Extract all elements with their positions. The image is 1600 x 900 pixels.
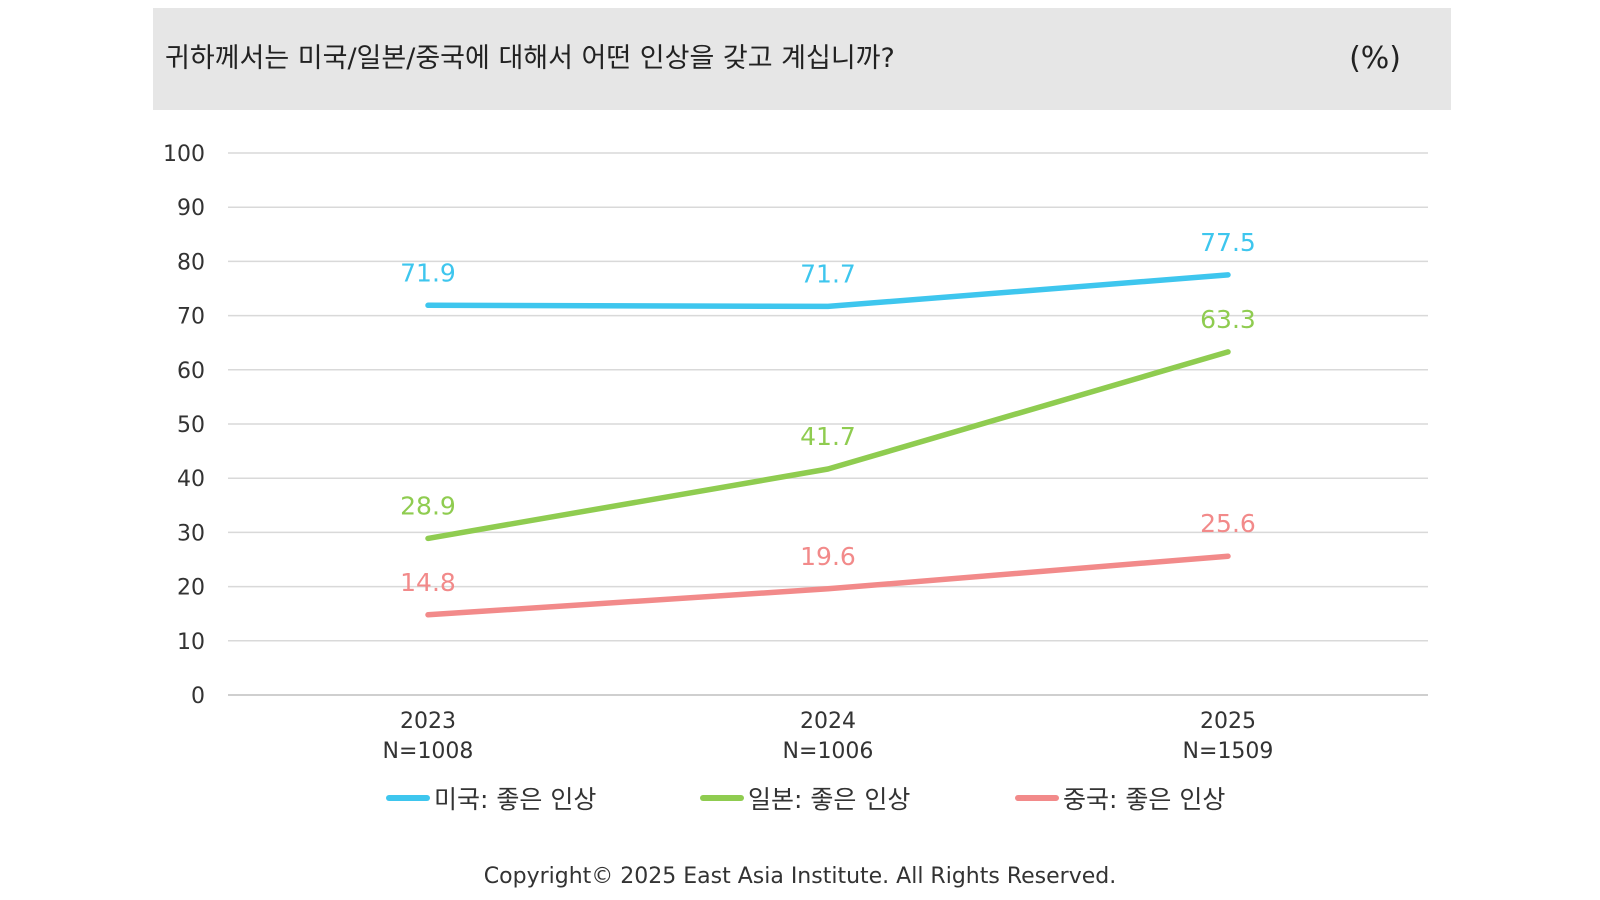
chart-question-title: 귀하께서는 미국/일본/중국에 대해서 어떤 인상을 갖고 계십니까? — [165, 43, 895, 74]
chart-header: 귀하께서는 미국/일본/중국에 대해서 어떤 인상을 갖고 계십니까? (%) — [153, 8, 1451, 110]
data-label-japan-2023: 28.9 — [400, 491, 456, 520]
x-tick-label-2025: 2025 — [1200, 709, 1256, 734]
y-tick-label-60: 60 — [177, 359, 205, 384]
legend-swatch-usa — [386, 795, 430, 801]
series-line-usa — [425, 272, 1231, 310]
y-tick-label-10: 10 — [177, 630, 205, 655]
series-line-china — [425, 553, 1231, 618]
y-tick-label-0: 0 — [191, 684, 205, 709]
data-label-china-2025: 25.6 — [1200, 509, 1256, 538]
y-tick-label-100: 100 — [163, 142, 205, 167]
y-tick-label-90: 90 — [177, 196, 205, 221]
copyright-footer: Copyright© 2025 East Asia Institute. All… — [483, 864, 1117, 889]
x-sample-size-label-2024: N=1006 — [783, 739, 874, 764]
unit-label: (%) — [1349, 41, 1401, 76]
y-tick-label-50: 50 — [177, 413, 205, 438]
x-tick-label-2024: 2024 — [800, 709, 856, 734]
data-label-usa-2025: 77.5 — [1200, 228, 1256, 257]
data-label-usa-2024: 71.7 — [800, 259, 856, 288]
line-chart: 0 10 20 30 40 50 60 70 80 90 100 2023 N=1008 2024 N=10… — [163, 142, 1428, 764]
legend: 미국: 좋은 인상 일본: 좋은 인상 중국: 좋은 인상 — [0, 778, 1600, 818]
data-label-china-2024: 19.6 — [800, 542, 856, 571]
data-label-usa-2023: 71.9 — [400, 258, 456, 287]
y-tick-label-40: 40 — [177, 467, 205, 492]
y-tick-label-30: 30 — [177, 521, 205, 546]
legend-label-japan: 일본: 좋은 인상 — [748, 785, 911, 814]
data-label-japan-2024: 41.7 — [800, 422, 856, 451]
legend-item-china: 중국: 좋은 인상 — [1015, 778, 1225, 818]
x-sample-size-label-2023: N=1008 — [383, 739, 474, 764]
series-line-japan — [425, 349, 1231, 542]
legend-swatch-japan — [700, 795, 744, 801]
legend-label-usa: 미국: 좋은 인상 — [434, 785, 597, 814]
y-tick-label-70: 70 — [177, 305, 205, 330]
data-label-china-2023: 14.8 — [400, 568, 456, 597]
x-tick-label-2023: 2023 — [400, 709, 456, 734]
y-tick-label-80: 80 — [177, 250, 205, 275]
legend-label-china: 중국: 좋은 인상 — [1063, 785, 1226, 814]
x-sample-size-label-2025: N=1509 — [1183, 739, 1274, 764]
legend-swatch-china — [1015, 795, 1059, 801]
data-label-japan-2025: 63.3 — [1200, 305, 1256, 334]
legend-item-japan: 일본: 좋은 인상 — [700, 778, 910, 818]
y-tick-label-20: 20 — [177, 576, 205, 601]
legend-item-usa: 미국: 좋은 인상 — [386, 778, 596, 818]
